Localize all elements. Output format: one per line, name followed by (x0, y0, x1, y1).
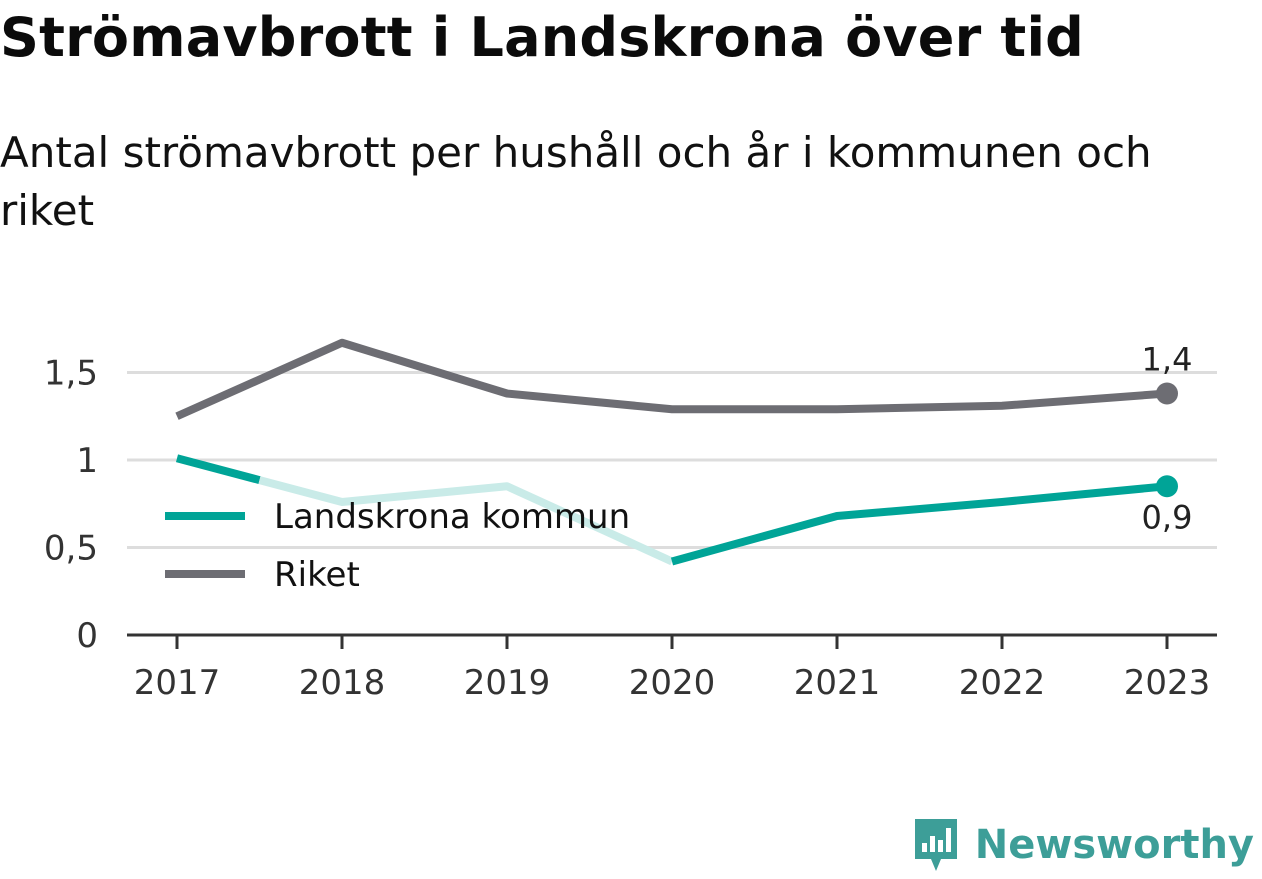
value-labels: 1,4 0,9 (1142, 341, 1193, 537)
value-label-landskrona: 0,9 (1142, 498, 1193, 536)
y-tick-label: 0 (76, 616, 98, 656)
end-marker-riket (1156, 383, 1178, 405)
y-tick-label: 1,5 (44, 354, 98, 394)
y-tick-label: 1 (76, 441, 98, 481)
series-line-landskrona (672, 486, 1167, 561)
legend-label: Landskrona kommun (274, 497, 630, 537)
end-marker-landskrona (1156, 475, 1178, 497)
x-tick-label: 2018 (299, 663, 386, 703)
x-tick-label: 2019 (464, 663, 551, 703)
y-axis-ticks: 0 0,5 1 1,5 (44, 354, 98, 657)
x-tick-label: 2020 (629, 663, 716, 703)
y-tick-label: 0,5 (44, 529, 98, 569)
x-tick-label: 2021 (794, 663, 881, 703)
series-line-riket (177, 343, 1167, 417)
series-line-landskrona (177, 458, 260, 480)
x-tick-label: 2017 (134, 663, 221, 703)
value-label-riket: 1,4 (1142, 341, 1193, 379)
x-tick-label: 2023 (1124, 663, 1211, 703)
brand-logo: Newsworthy (911, 819, 1254, 871)
x-axis-ticks: 2017 2018 2019 2020 2021 2022 2023 (134, 635, 1211, 703)
line-chart: 0 0,5 1 1,5 2017 2018 2019 2020 2021 2022 2023 La… (0, 0, 1262, 879)
legend-label: Riket (274, 555, 360, 595)
brand-name: Newsworthy (975, 822, 1254, 868)
chart-logo-icon (911, 817, 961, 873)
x-tick-label: 2022 (959, 663, 1046, 703)
